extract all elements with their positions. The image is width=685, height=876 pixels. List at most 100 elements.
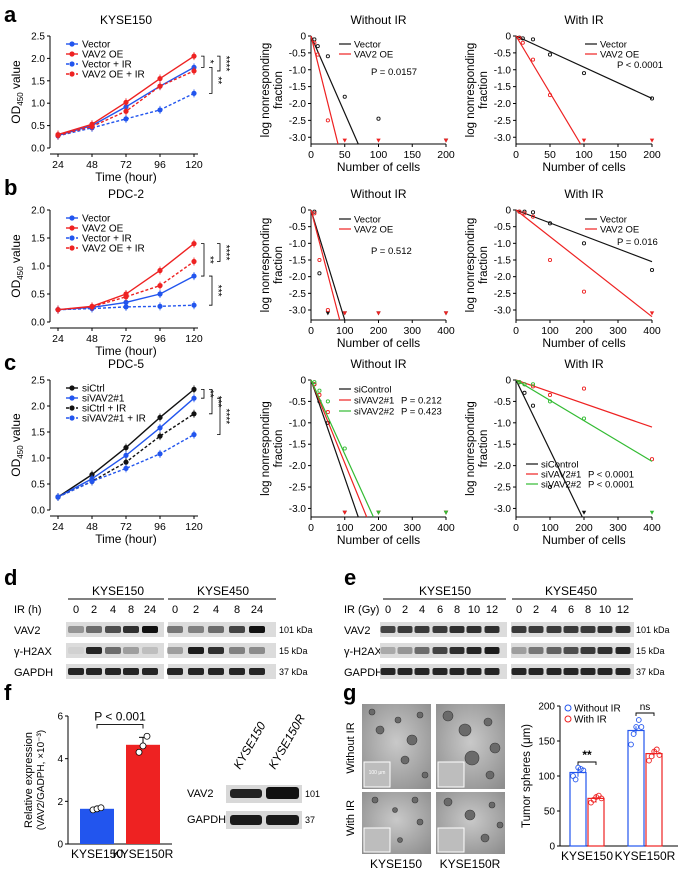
y-tick-label: 1.0 <box>31 454 45 465</box>
data-point <box>157 83 163 89</box>
blot-d-band <box>105 647 121 654</box>
legend-label: siCtrl + IR <box>82 404 126 415</box>
x-axis-title: Number of cells <box>542 533 625 547</box>
blot-e-band <box>432 647 448 654</box>
data-point <box>342 446 347 451</box>
data-point <box>123 452 129 458</box>
tumor-sphere <box>485 770 495 780</box>
blot-e-band <box>546 668 562 675</box>
blot-e-mw-37: 37 kDa <box>636 667 665 677</box>
y-tick-label: 0 <box>300 32 306 43</box>
x-tick-label: 400 <box>437 325 455 337</box>
data-point <box>123 465 129 471</box>
fit-line-0 <box>515 35 653 99</box>
y-tick-label: -0.5 <box>289 222 307 233</box>
blot-d-band <box>68 647 84 654</box>
y-tick-label: 0.0 <box>31 144 45 155</box>
y-tick-label: -1.5 <box>494 256 512 267</box>
y-tick-label: -0.5 <box>494 222 512 233</box>
x-tick-label: 48 <box>86 159 98 171</box>
censored-point <box>376 510 381 515</box>
y-tick-label: 0 <box>549 842 555 853</box>
y-axis-title-main: OD <box>9 279 23 297</box>
censored-point <box>376 138 381 143</box>
chart-title: Without IR <box>350 187 406 201</box>
fit-line-1 <box>515 35 582 145</box>
y-tick-label: -2.5 <box>494 289 512 300</box>
blot-e-lane-label: 10 <box>599 604 611 616</box>
data-point <box>191 68 197 74</box>
blot-f-mw-101: 101 <box>305 789 320 799</box>
data-point <box>157 267 163 274</box>
blot-f: KYSE150 KYSE150R VAV2 GAPDH 101 37 <box>187 712 320 829</box>
y-axis-title-main: OD <box>9 105 23 123</box>
y-axis-title: log nonresponding <box>260 43 272 138</box>
y-axis-title-line2: fraction <box>273 71 285 109</box>
blot-d-lane-label: 4 <box>213 604 219 616</box>
x-tick-label: 120 <box>185 159 203 171</box>
legend-marker <box>69 215 75 221</box>
x-tick-label: 24 <box>52 159 64 171</box>
blot-e-band <box>397 668 413 675</box>
blot-e-band <box>528 647 544 654</box>
censored-point <box>649 138 655 143</box>
y-axis-title-tail: value <box>9 234 23 266</box>
chart-title: KYSE150 <box>100 13 152 27</box>
data-point <box>547 392 553 398</box>
x-tick-label: KYSE150 <box>71 847 123 861</box>
x-tick-label: 24 <box>52 521 64 533</box>
chart-b2: 0-0.5-1.0-1.5-2.0-2.5-3.00 100 200 300 400Wi… <box>260 187 455 350</box>
data-point <box>581 416 587 421</box>
tumor-sphere <box>392 807 398 813</box>
tumor-sphere <box>480 833 490 843</box>
fit-line-0 <box>515 379 583 518</box>
censored-point <box>443 311 449 316</box>
blot-e-band <box>511 668 527 675</box>
data-point <box>191 258 197 265</box>
legend-marker <box>69 225 75 231</box>
data-point <box>89 472 95 478</box>
y-axis-title: log nonresponding <box>465 401 477 496</box>
y-axis-title-line2: (VAV2/GADPH, ×10⁻³) <box>36 730 47 830</box>
data-point <box>157 107 163 113</box>
p-value-annotation: P = 0.0157 <box>371 67 417 78</box>
data-point <box>653 746 660 753</box>
data-point <box>315 52 320 57</box>
tumor-sphere <box>488 801 496 809</box>
blot-d-band <box>142 626 158 633</box>
blot-e-row-gapdh: GAPDH <box>344 667 383 679</box>
fit-line-0 <box>310 209 346 321</box>
y-tick-label: 150 <box>538 737 555 748</box>
y-axis-title-line2: fraction <box>478 71 490 109</box>
x-axis-title: Time (hour) <box>95 170 157 184</box>
blot-f-mw-37: 37 <box>305 815 315 825</box>
y-tick-label: -0.5 <box>494 48 512 59</box>
data-point <box>191 411 197 417</box>
blot-e-lane-label: 2 <box>533 604 539 616</box>
x-tick-label: 96 <box>154 521 166 533</box>
data-point <box>547 52 553 57</box>
legend-label: siControl <box>541 460 579 471</box>
data-point <box>312 209 317 214</box>
legend-label: Vector <box>600 40 627 51</box>
data-point <box>89 123 95 130</box>
legend-label: siVAV2#1 <box>354 396 394 407</box>
data-point <box>191 90 197 96</box>
blot-d-line-2: KYSE450 <box>197 584 249 598</box>
data-point <box>123 99 129 105</box>
legend-label: siVAV2#1 <box>541 470 581 481</box>
y-tick-label: -1.5 <box>289 256 307 267</box>
legend-label: VAV2 OE + IR <box>82 70 145 81</box>
blot-e-lane-label: 0 <box>516 604 522 616</box>
y-tick-label: -1.0 <box>494 239 512 250</box>
tumor-sphere <box>368 708 376 716</box>
chart-title: Without IR <box>350 13 406 27</box>
data-point <box>55 132 61 139</box>
blot-e-lane-label: 8 <box>585 604 591 616</box>
panel-letter-c: c <box>4 350 16 375</box>
sig-label: *** <box>212 396 223 408</box>
legend-marker <box>69 71 75 77</box>
blot-d-band <box>229 647 245 654</box>
blot-e-lane-label: 12 <box>486 604 498 616</box>
